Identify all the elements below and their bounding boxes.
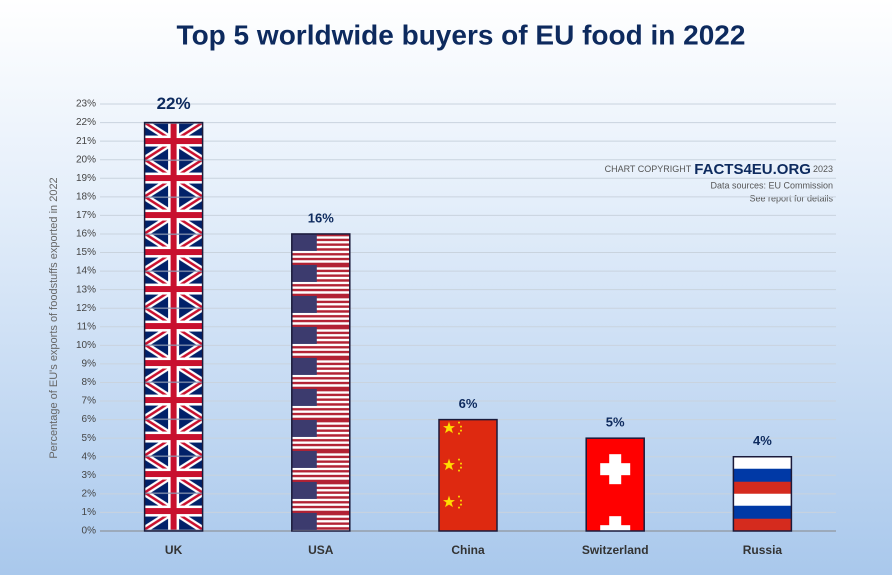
copyright-brand: FACTS4EU.ORG: [694, 161, 811, 178]
y-tick-label: 18%: [76, 191, 96, 202]
y-tick-label: 10%: [76, 340, 96, 351]
value-label: 5%: [606, 415, 625, 430]
y-tick-label: 0%: [82, 526, 97, 537]
y-tick-label: 7%: [82, 396, 97, 407]
y-tick-label: 8%: [82, 377, 97, 388]
y-tick-label: 6%: [82, 414, 97, 425]
y-tick-label: 21%: [76, 136, 96, 147]
y-tick-label: 15%: [76, 247, 96, 258]
x-tick-label: China: [451, 543, 485, 557]
copyright-prefix: CHART COPYRIGHT: [605, 164, 692, 174]
y-tick-label: 9%: [82, 359, 97, 370]
y-tick-label: 1%: [82, 507, 97, 518]
source-note: Data sources: EU Commission: [710, 180, 833, 190]
y-tick-label: 14%: [76, 266, 96, 277]
source-note: See report for details: [749, 193, 833, 203]
x-tick-label: Switzerland: [582, 543, 649, 557]
x-tick-label: USA: [308, 543, 334, 557]
y-tick-label: 2%: [82, 489, 97, 500]
y-tick-label: 13%: [76, 284, 96, 295]
y-tick-label: 22%: [76, 117, 96, 128]
y-tick-label: 12%: [76, 303, 96, 314]
bar: [438, 418, 498, 532]
y-tick-label: 4%: [82, 451, 97, 462]
y-tick-label: 11%: [77, 321, 96, 332]
value-label: 6%: [459, 396, 478, 411]
y-tick-label: 16%: [76, 229, 96, 240]
x-tick-label: Russia: [743, 543, 783, 557]
bar: [585, 437, 645, 532]
copyright-year: 2023: [813, 164, 833, 174]
y-tick-label: 23%: [76, 99, 96, 110]
bar: [143, 121, 204, 532]
y-tick-label: 5%: [82, 433, 97, 444]
y-axis-label: Percentage of EU's exports of foodstuffs…: [48, 177, 60, 458]
chart-title: Top 5 worldwide buyers of EU food in 202…: [177, 19, 746, 50]
bar: [732, 455, 793, 532]
value-label: 4%: [753, 433, 772, 448]
y-tick-label: 19%: [76, 173, 96, 184]
value-label: 22%: [157, 94, 191, 113]
y-tick-label: 3%: [82, 470, 97, 481]
y-tick-label: 20%: [76, 154, 96, 165]
value-label: 16%: [308, 210, 334, 225]
copyright: CHART COPYRIGHT FACTS4EU.ORG 2023: [605, 161, 833, 178]
bar: [291, 233, 351, 532]
x-tick-label: UK: [165, 543, 183, 557]
y-tick-label: 17%: [76, 210, 96, 221]
